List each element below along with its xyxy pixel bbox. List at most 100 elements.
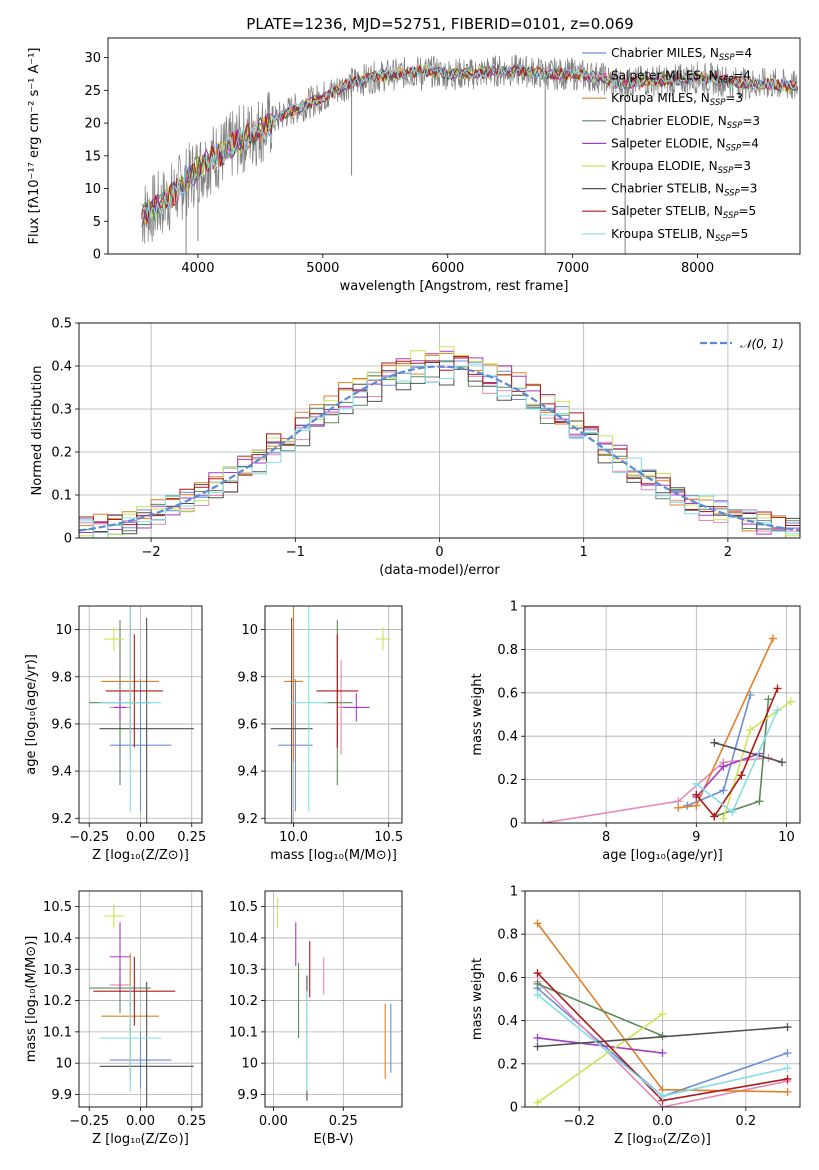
x-tick-label: −0.25 xyxy=(69,830,109,845)
weight-marker xyxy=(719,786,728,795)
y-tick-label: 15 xyxy=(84,149,101,164)
plot-area xyxy=(539,634,795,823)
x-axis-label: E(B-V) xyxy=(313,1132,353,1147)
y-tick-label: 9.8 xyxy=(237,670,258,685)
weight-marker xyxy=(533,1033,542,1042)
axes-frame xyxy=(107,37,801,255)
panel-age-vs-mass: 10.0 10.5 9.2 9.4 9.6 9.8 10 mass [log₁₀(M/M⊙)] xyxy=(237,605,403,863)
plot-area xyxy=(270,606,391,823)
y-tick-label: 1 xyxy=(510,600,518,615)
y-tick-label: 10.4 xyxy=(229,931,258,946)
y-tick-label: 0.4 xyxy=(51,360,72,375)
weight-marker xyxy=(658,1049,667,1057)
legend-label: Kroupa STELIB, NSSP=5 xyxy=(611,227,748,244)
panel-mass-weight-vs-Z: −0.2 0.0 0.2 0 0.2 0.4 0.6 0.8 1 Z [log₁₀(Z/Z⊙)] m… xyxy=(470,885,801,1147)
legend-suffix: =4 xyxy=(735,46,753,60)
data-point xyxy=(93,956,176,1026)
axes-frame xyxy=(264,890,403,1108)
data-point xyxy=(278,679,313,812)
axes-frame xyxy=(524,890,801,1108)
y-tick-label: 1 xyxy=(510,885,518,900)
x-tick-label: 0.25 xyxy=(177,830,206,845)
x-tick-label: 5000 xyxy=(306,261,339,276)
data-point xyxy=(284,606,304,762)
weight-marker xyxy=(719,814,728,823)
weight-marker xyxy=(746,725,755,734)
x-tick-label: 4000 xyxy=(181,261,214,276)
legend-label: Chabrier ELODIE, NSSP=3 xyxy=(611,114,760,131)
y-axis-label: age [log₁₀(age/yr)] xyxy=(24,654,39,775)
x-tick-label: −0.25 xyxy=(69,1114,109,1129)
weight-marker xyxy=(658,1031,667,1040)
data-point xyxy=(270,617,313,823)
data-point xyxy=(105,634,164,748)
y-tick-label: 10 xyxy=(84,182,101,197)
plot-area xyxy=(79,346,800,538)
x-axis-label: (data-model)/error xyxy=(379,563,500,578)
x-tick-label: −1 xyxy=(286,545,305,560)
x-tick-label: 0.00 xyxy=(259,1114,288,1129)
legend-suffix: =5 xyxy=(738,204,756,218)
x-tick-label: 0.2 xyxy=(735,1114,756,1129)
panel-mass-weight-vs-age: 8 9 10 0 0.2 0.4 0.6 0.8 1 age [log₁₀(age/yr)] mas… xyxy=(470,600,801,863)
y-tick-label: 0 xyxy=(510,1101,518,1116)
x-tick-label: 1 xyxy=(580,545,588,560)
axes-frame xyxy=(78,605,203,824)
weight-marker xyxy=(533,990,542,999)
axes-frame xyxy=(78,322,801,539)
legend-subscript: SSP xyxy=(718,166,734,176)
axes-frame xyxy=(78,890,203,1108)
weight-marker xyxy=(533,979,542,988)
legend-label: Salpeter STELIB, NSSP=5 xyxy=(611,204,756,221)
data-point xyxy=(103,903,125,929)
weight-marker xyxy=(783,1064,792,1073)
weight-marker xyxy=(737,771,746,780)
x-tick-label: 10.0 xyxy=(279,830,308,845)
weight-marker xyxy=(773,706,782,715)
data-point xyxy=(99,617,194,823)
weight-marker xyxy=(533,1098,542,1107)
weight-marker xyxy=(533,919,542,928)
data-point xyxy=(103,627,125,651)
y-tick-label: 10.1 xyxy=(43,1025,72,1040)
weight-marker xyxy=(777,758,786,767)
data-point xyxy=(109,679,172,812)
data-point xyxy=(109,922,131,992)
weight-series xyxy=(695,688,779,818)
legend-label: Kroupa MILES, NSSP=3 xyxy=(611,91,743,108)
weight-marker xyxy=(728,808,737,817)
data-point xyxy=(343,693,370,722)
weight-marker xyxy=(783,1074,792,1083)
y-tick-label: 0 xyxy=(93,248,101,263)
weight-series xyxy=(542,757,769,823)
y-axis-label: Normed distribution xyxy=(30,366,45,496)
weight-series xyxy=(537,1026,788,1048)
plot-area xyxy=(277,897,392,1101)
legend-subscript: SSP xyxy=(715,234,731,244)
legend-label: Kroupa ELODIE, NSSP=3 xyxy=(611,159,751,176)
model-spectrum xyxy=(141,64,798,218)
x-axis-label: age [log₁₀(age/yr)] xyxy=(602,848,723,863)
y-tick-label: 0 xyxy=(510,817,518,832)
x-tick-label: 0.00 xyxy=(126,830,155,845)
x-tick-label: 0.0 xyxy=(652,1114,673,1129)
data-point xyxy=(99,981,194,1107)
y-tick-label: 10.1 xyxy=(229,1025,258,1040)
legend-subscript: SSP xyxy=(723,211,739,221)
x-axis-label: Z [log₁₀(Z/Z⊙)] xyxy=(614,1132,711,1147)
weight-marker xyxy=(533,1042,542,1051)
x-tick-label: 8000 xyxy=(681,261,714,276)
weight-series xyxy=(536,981,788,1107)
axes-frame xyxy=(264,605,403,824)
x-tick-label: 10 xyxy=(778,830,795,845)
y-axis-label: mass weight xyxy=(470,958,485,1040)
legend-subscript: SSP xyxy=(710,98,726,108)
x-tick-label: 9 xyxy=(692,830,700,845)
panel-mass-vs-ebv: 0.00 0.25 9.9 10 10.1 10.2 10.3 10.4 10.5 E(B-V) xyxy=(229,890,403,1147)
weight-marker xyxy=(783,1087,792,1096)
weight-marker xyxy=(692,801,701,810)
y-tick-label: 10.3 xyxy=(43,963,72,978)
weight-marker xyxy=(783,1023,792,1032)
y-tick-label: 10 xyxy=(241,623,258,638)
